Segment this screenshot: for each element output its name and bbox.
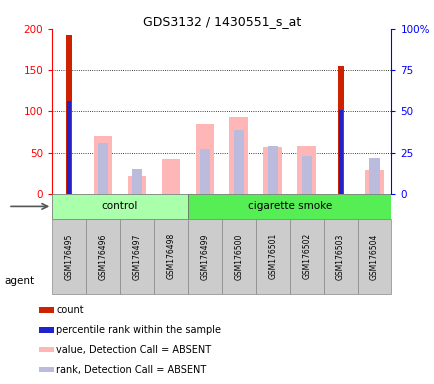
Text: cigarette smoke: cigarette smoke [247,201,331,212]
Bar [52,219,86,294]
Bar [195,124,214,194]
Bar [255,219,289,294]
Bar [233,130,243,194]
Bar [94,136,112,194]
Bar [128,176,146,194]
Bar [337,66,343,194]
Text: GSM176503: GSM176503 [335,233,344,280]
Bar [338,110,342,194]
Bar [52,194,187,219]
Text: GSM176495: GSM176495 [65,233,73,280]
Bar [154,219,187,294]
Bar [323,219,357,294]
Text: GSM176497: GSM176497 [132,233,141,280]
Bar [229,117,247,194]
Bar [39,347,53,353]
Bar [297,146,315,194]
Title: GDS3132 / 1430551_s_at: GDS3132 / 1430551_s_at [142,15,300,28]
Bar [132,169,142,194]
Text: GSM176499: GSM176499 [200,233,209,280]
Bar [39,327,53,333]
Bar [120,219,154,294]
Text: GSM176498: GSM176498 [166,233,175,280]
Text: count: count [56,305,84,315]
Bar [66,35,72,194]
Text: agent: agent [4,276,34,286]
Bar [199,149,210,194]
Text: rank, Detection Call = ABSENT: rank, Detection Call = ABSENT [56,364,206,374]
Bar [98,143,108,194]
Text: percentile rank within the sample: percentile rank within the sample [56,325,220,335]
Text: GSM176502: GSM176502 [302,233,310,280]
Bar [161,159,180,194]
Bar [289,219,323,294]
Text: GSM176501: GSM176501 [268,233,276,280]
Text: GSM176496: GSM176496 [99,233,107,280]
Text: value, Detection Call = ABSENT: value, Detection Call = ABSENT [56,345,211,355]
Bar [187,194,391,219]
Bar [39,367,53,372]
Bar [301,156,311,194]
Bar [86,219,120,294]
Bar [67,101,71,194]
Bar [263,147,281,194]
Text: GSM176504: GSM176504 [369,233,378,280]
Bar [187,219,221,294]
Text: control: control [102,201,138,212]
Text: GSM176500: GSM176500 [234,233,243,280]
Bar [368,157,379,194]
Bar [365,170,383,194]
Bar [357,219,391,294]
Bar [267,146,277,194]
Bar [39,307,53,313]
Bar [221,219,255,294]
